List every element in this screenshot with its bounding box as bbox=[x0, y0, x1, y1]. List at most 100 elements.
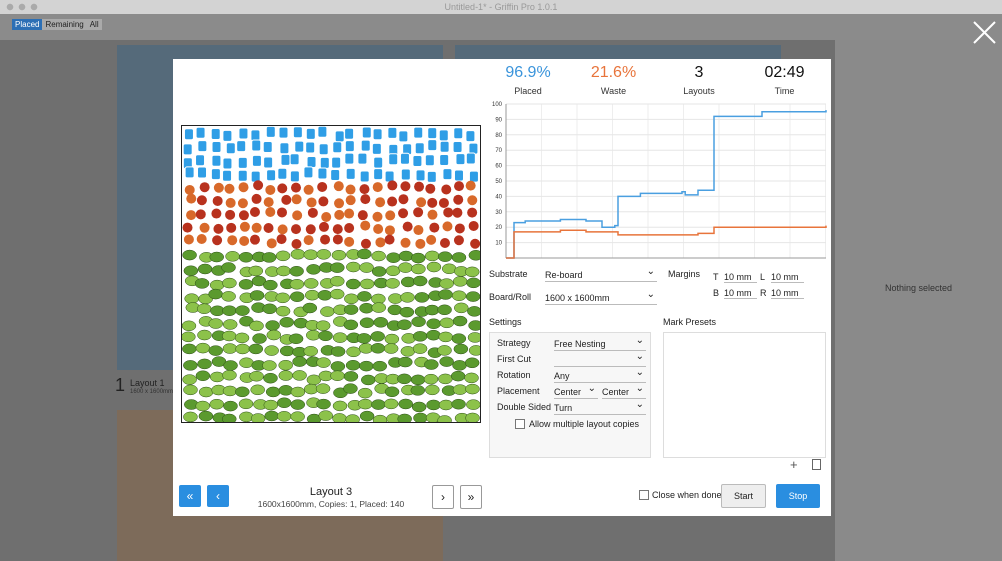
delete-button[interactable] bbox=[812, 459, 821, 470]
item bbox=[263, 197, 274, 208]
margin-input[interactable]: 10 mm bbox=[771, 272, 804, 283]
item bbox=[211, 154, 222, 167]
setting-select[interactable] bbox=[554, 351, 646, 367]
title-bar: Untitled-1* - Griffin Pro 1.0.1 bbox=[0, 0, 1002, 14]
first-button[interactable]: « bbox=[179, 485, 201, 507]
item bbox=[384, 333, 400, 345]
item bbox=[222, 129, 233, 142]
item bbox=[465, 180, 476, 191]
item bbox=[397, 373, 412, 385]
item bbox=[317, 167, 328, 180]
item bbox=[317, 126, 328, 138]
last-button[interactable]: » bbox=[460, 485, 482, 509]
item bbox=[453, 127, 464, 140]
item bbox=[400, 346, 416, 357]
setting-select[interactable]: Center bbox=[602, 383, 646, 399]
item bbox=[387, 180, 398, 191]
item bbox=[466, 277, 480, 289]
margin-input[interactable]: 10 mm bbox=[724, 272, 757, 283]
tab[interactable]: Placed bbox=[12, 19, 43, 30]
empty-text: Nothing selected bbox=[884, 283, 953, 293]
item bbox=[250, 413, 266, 422]
setting-select[interactable]: Center bbox=[554, 383, 598, 399]
item bbox=[306, 197, 317, 208]
item bbox=[441, 263, 457, 275]
item bbox=[359, 262, 374, 273]
item bbox=[400, 292, 415, 303]
item bbox=[439, 140, 450, 153]
item bbox=[294, 140, 305, 153]
item bbox=[370, 331, 385, 342]
item bbox=[261, 252, 277, 263]
item bbox=[288, 333, 304, 345]
item bbox=[427, 139, 438, 152]
item bbox=[427, 209, 438, 220]
tab[interactable]: Remaining bbox=[42, 19, 87, 30]
series-line bbox=[506, 110, 827, 259]
item bbox=[344, 152, 355, 165]
item bbox=[305, 127, 316, 140]
item bbox=[250, 384, 265, 396]
y-tick-label: 60 bbox=[495, 164, 502, 170]
item bbox=[416, 197, 427, 208]
item bbox=[291, 194, 302, 205]
setting-select[interactable]: Any bbox=[554, 367, 646, 383]
y-tick-label: 80 bbox=[495, 133, 502, 139]
setting-select[interactable]: Turn bbox=[554, 399, 646, 415]
item bbox=[413, 225, 424, 236]
substrate-select[interactable]: Re-board bbox=[545, 266, 657, 282]
stop-button[interactable]: Stop bbox=[776, 484, 820, 508]
prev-button[interactable]: ‹ bbox=[207, 485, 229, 507]
item bbox=[451, 333, 467, 344]
item bbox=[182, 143, 193, 156]
margin-label: T bbox=[713, 272, 719, 282]
item bbox=[384, 225, 395, 236]
item bbox=[276, 265, 291, 277]
board-select[interactable]: 1600 x 1600mm bbox=[545, 289, 657, 305]
item bbox=[372, 128, 383, 141]
item bbox=[197, 329, 212, 341]
item bbox=[373, 168, 384, 181]
tab[interactable]: All bbox=[86, 19, 102, 30]
item bbox=[226, 222, 237, 233]
item bbox=[264, 345, 279, 356]
item bbox=[438, 197, 449, 208]
item bbox=[222, 157, 233, 170]
item bbox=[213, 223, 224, 234]
checkbox[interactable] bbox=[515, 419, 525, 429]
item bbox=[264, 410, 279, 422]
setting-select[interactable]: Free Nesting bbox=[554, 335, 646, 351]
item bbox=[384, 386, 400, 398]
item bbox=[306, 329, 321, 341]
item bbox=[468, 345, 480, 356]
item bbox=[398, 194, 409, 205]
item bbox=[239, 357, 254, 368]
item bbox=[467, 195, 478, 206]
next-button[interactable]: › bbox=[432, 485, 454, 509]
item bbox=[251, 222, 262, 233]
close-overlay[interactable] bbox=[972, 20, 997, 45]
item bbox=[429, 222, 440, 233]
margin-input[interactable]: 10 mm bbox=[724, 288, 757, 299]
item bbox=[278, 359, 293, 371]
item bbox=[276, 411, 292, 422]
item bbox=[426, 318, 441, 329]
item bbox=[372, 414, 388, 422]
window-controls[interactable] bbox=[6, 3, 42, 11]
start-button[interactable]: Start bbox=[721, 484, 766, 508]
item bbox=[438, 331, 453, 343]
item bbox=[345, 184, 356, 195]
item bbox=[303, 166, 314, 179]
item bbox=[442, 168, 453, 181]
checkbox[interactable] bbox=[639, 490, 649, 500]
item bbox=[450, 370, 466, 382]
nesting-preview bbox=[181, 125, 481, 423]
item bbox=[359, 170, 370, 183]
item bbox=[344, 222, 355, 233]
add-button[interactable]: + bbox=[790, 457, 798, 472]
margin-input[interactable]: 10 mm bbox=[771, 288, 804, 299]
item bbox=[330, 370, 345, 381]
item bbox=[383, 343, 399, 354]
item bbox=[315, 320, 331, 331]
